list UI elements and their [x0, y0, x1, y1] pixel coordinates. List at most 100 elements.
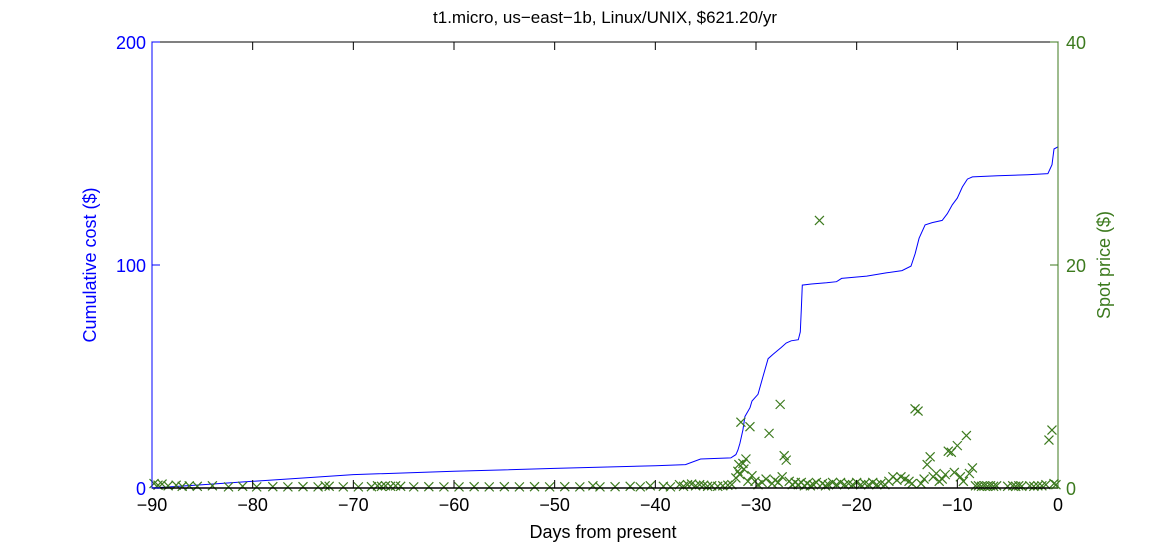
- x-axis: −90 −80 −70 −60 −50 −40 −30 −20 −10 0: [137, 42, 1063, 515]
- spot-price-point: [439, 481, 449, 492]
- y-left-tick-label: 200: [116, 33, 146, 53]
- x-tick-label: −40: [640, 495, 671, 515]
- spot-price-point: [764, 428, 775, 439]
- spot-price-point: [625, 481, 636, 492]
- spot-price-point: [423, 481, 434, 492]
- spot-price-point: [574, 481, 585, 492]
- spot-price-point: [916, 478, 927, 489]
- spot-price-point: [157, 479, 167, 490]
- x-tick-label: −60: [439, 495, 470, 515]
- spot-price-point: [773, 477, 784, 488]
- chart-title: t1.micro, us−east−1b, Linux/UNIX, $621.2…: [433, 8, 777, 27]
- spot-price-point: [922, 459, 933, 470]
- spot-price-point: [1049, 478, 1059, 489]
- spot-price-point: [913, 406, 923, 416]
- y-right-tick-label: 40: [1066, 33, 1086, 53]
- y-axis-right: 0 20 40: [1050, 33, 1086, 499]
- spot-price-point: [1047, 425, 1057, 435]
- spot-price-point: [747, 470, 757, 481]
- spot-price-point: [811, 477, 822, 488]
- spot-price-point: [366, 481, 377, 492]
- spot-price-point: [282, 481, 293, 492]
- spot-price-point: [1044, 435, 1054, 445]
- spot-price-point: [610, 481, 620, 492]
- spot-price-point: [1016, 481, 1027, 492]
- spot-price-point: [937, 474, 948, 485]
- cumulative-cost-line: [151, 146, 1059, 489]
- spot-price-point: [395, 481, 406, 492]
- spot-price-point: [595, 481, 605, 492]
- spot-price-point: [484, 481, 495, 492]
- spot-price-point: [1013, 480, 1024, 491]
- x-tick-label: 0: [1053, 495, 1063, 515]
- x-tick-label: −10: [942, 495, 973, 515]
- spot-price-point: [690, 480, 701, 491]
- spot-price-point: [192, 481, 203, 492]
- spot-price-point: [298, 481, 308, 492]
- spot-price-point: [544, 481, 555, 492]
- spot-price-point: [843, 478, 854, 489]
- y-left-tick-label: 0: [136, 479, 146, 499]
- x-tick-label: −80: [237, 495, 268, 515]
- spot-price-point: [820, 480, 831, 491]
- spot-price-point: [919, 474, 930, 485]
- spot-price-point: [514, 481, 525, 492]
- spot-price-point: [952, 440, 963, 451]
- spot-price-point: [735, 417, 746, 428]
- spot-price-point: [743, 476, 753, 487]
- spot-price-points: [149, 215, 1061, 492]
- y-axis-left-label: Cumulative cost ($): [80, 187, 100, 342]
- spot-price-point: [237, 481, 248, 492]
- spot-price-point: [635, 481, 646, 492]
- spot-price-point: [961, 430, 972, 441]
- spot-price-point: [207, 480, 218, 491]
- spot-price-point: [1024, 480, 1035, 491]
- x-axis-label: Days from present: [529, 522, 676, 542]
- spot-price-point: [1032, 480, 1043, 491]
- spot-price-point: [738, 464, 749, 474]
- spot-price-point: [761, 474, 771, 485]
- spot-price-point: [184, 480, 195, 491]
- spot-price-point: [1036, 480, 1047, 491]
- y-axis-right-label: Spot price ($): [1094, 211, 1114, 319]
- spot-price-point: [958, 476, 969, 487]
- y-right-tick-label: 0: [1066, 479, 1076, 499]
- plot-area: [151, 41, 1059, 489]
- spot-price-point: [324, 481, 335, 492]
- y-axis-left: 0 100 200: [116, 33, 160, 499]
- spot-price-point: [991, 480, 1002, 491]
- y-left-tick-label: 100: [116, 256, 146, 276]
- spot-price-point: [741, 454, 751, 464]
- spot-price-point: [454, 481, 464, 492]
- y-right-tick-label: 20: [1066, 256, 1086, 276]
- x-tick-label: −90: [137, 495, 168, 515]
- spot-price-point: [267, 481, 278, 492]
- spot-price-point: [967, 463, 978, 473]
- spot-price-point: [907, 478, 917, 489]
- spot-price-point: [925, 451, 936, 462]
- spot-price-point: [949, 467, 960, 478]
- x-tick-label: −50: [539, 495, 570, 515]
- spot-price-point: [372, 480, 383, 491]
- spot-price-point: [320, 480, 331, 491]
- x-tick-label: −30: [741, 495, 772, 515]
- spot-price-point: [665, 481, 676, 492]
- spot-price-point: [353, 481, 364, 492]
- spot-price-point: [163, 480, 174, 491]
- spot-price-point: [964, 468, 975, 479]
- spot-price-point: [940, 469, 951, 480]
- spot-price-point: [781, 455, 792, 466]
- spot-price-point: [734, 469, 745, 480]
- spot-price-point: [251, 481, 262, 492]
- spot-price-point: [1028, 481, 1039, 492]
- spot-price-point: [988, 481, 999, 492]
- spot-price-point: [469, 481, 480, 492]
- spot-price-point: [376, 481, 387, 492]
- spot-price-point: [875, 478, 886, 489]
- spot-price-point: [814, 215, 825, 226]
- spot-price-point: [223, 481, 234, 492]
- spot-price-point: [943, 446, 954, 457]
- spot-price-point: [775, 399, 786, 410]
- spot-price-point: [745, 421, 755, 432]
